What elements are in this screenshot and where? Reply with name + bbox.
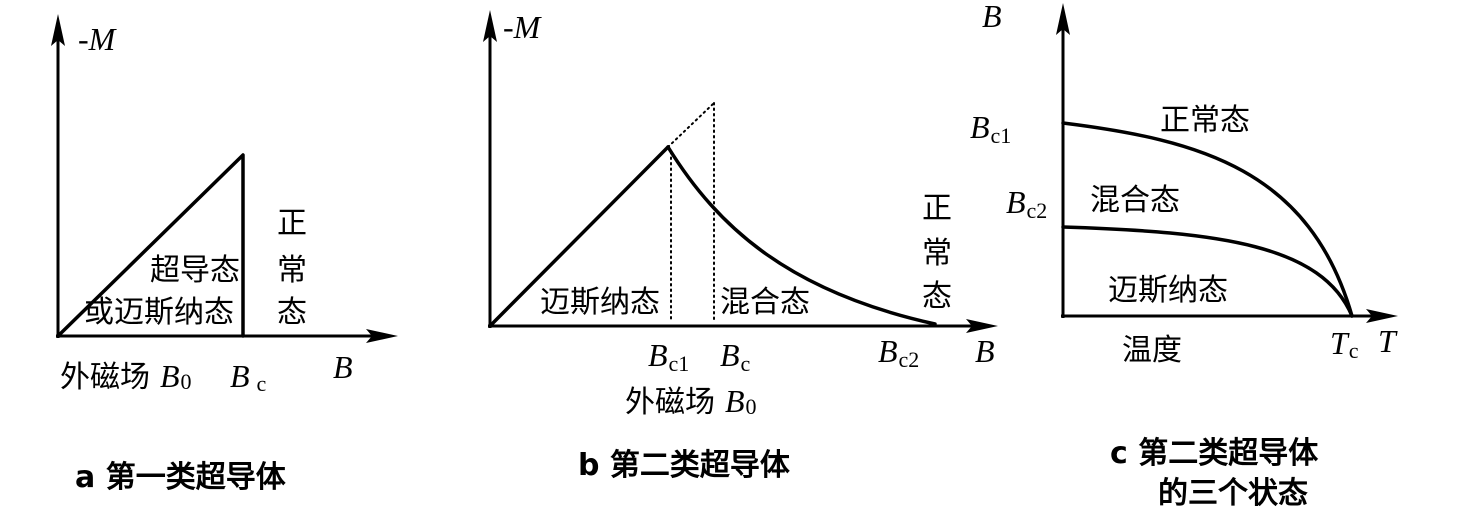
panel-b-bc-label: Bc bbox=[720, 337, 751, 376]
panel-a-magnetization-curve bbox=[56, 153, 245, 338]
panel-b-applied-field-prefix: 外磁场 bbox=[625, 385, 715, 420]
panel-a-normal-label-char2: 常 bbox=[277, 253, 307, 288]
panel-b-bc2-subscript: c2 bbox=[899, 347, 920, 372]
panel-b-bc-subscript: c bbox=[741, 351, 751, 376]
panel-b-meissner-label: 迈斯纳态 bbox=[540, 285, 660, 320]
panel-c-tc-symbol: T bbox=[1330, 325, 1350, 361]
panel-a-normal-label-char1: 正 bbox=[277, 206, 307, 241]
panel-c-mixed-label: 混合态 bbox=[1090, 183, 1180, 218]
panel-a-caption: a 第一类超导体 bbox=[75, 460, 287, 495]
panel-a-applied-field-subscript: 0 bbox=[181, 369, 192, 394]
panel-c-x-axis-label: T bbox=[1378, 323, 1398, 359]
panel-b-bc-symbol: B bbox=[720, 337, 740, 373]
panel-c-normal-label: 正常态 bbox=[1160, 103, 1250, 138]
panel-c-bc2-symbol: B bbox=[1006, 184, 1026, 220]
panel-c-temperature-label: 温度 bbox=[1122, 333, 1182, 368]
panel-c-y-axis-arrowhead bbox=[1056, 3, 1070, 35]
panel-c-x-axis-arrowhead bbox=[1366, 309, 1398, 323]
panel-b-y-axis-arrowhead bbox=[483, 10, 497, 42]
panel-c-bc2-label: Bc2 bbox=[1006, 184, 1047, 223]
panel-c-caption-line1: c 第二类超导体 bbox=[1110, 436, 1319, 471]
panel-b-normal-label-char3: 态 bbox=[922, 279, 952, 314]
panel-c-y-axis-label: B bbox=[982, 0, 1002, 34]
panel-b-bc1-subscript: c1 bbox=[669, 351, 690, 376]
panel-c-bc1-label: Bc1 bbox=[970, 109, 1011, 148]
panel-b-mixed-label: 混合态 bbox=[720, 285, 810, 320]
panel-a-critical-field-symbol: B bbox=[230, 358, 250, 394]
panel-b-applied-field-label: 外磁场 B0 bbox=[625, 383, 757, 420]
panel-a-superconducting-label-line2: 或迈斯纳态 bbox=[84, 295, 234, 330]
panel-a-x-axis-arrowhead bbox=[366, 329, 398, 343]
panel-b-bc1-symbol: B bbox=[648, 337, 668, 373]
panel-c-tc-subscript: c bbox=[1349, 338, 1359, 363]
panel-a-x-axis-label: B bbox=[333, 349, 353, 385]
panel-a-normal-label-char3: 态 bbox=[277, 295, 307, 330]
panel-b-bc1-label: Bc1 bbox=[648, 337, 689, 376]
panel-b-normal-label-char1: 正 bbox=[922, 191, 952, 226]
panel-a-applied-field-prefix: 外磁场 bbox=[60, 360, 150, 395]
panel-c-critical-temperature-label: Tc bbox=[1330, 325, 1359, 363]
panel-b-applied-field-subscript: 0 bbox=[746, 394, 757, 419]
panel-b-caption: b 第二类超导体 bbox=[578, 448, 791, 483]
panel-c-bc1-subscript: c1 bbox=[991, 123, 1012, 148]
panel-c-mixed-meissner-boundary bbox=[1061, 225, 1354, 318]
panel-b-meissner-slope bbox=[488, 145, 670, 328]
panel-a-applied-field-label: 外磁场 B0 bbox=[60, 358, 192, 395]
panel-a-y-axis-arrowhead bbox=[51, 14, 65, 46]
panel-c-normal-mixed-boundary bbox=[1061, 121, 1354, 318]
panel-a-applied-field-symbol: B bbox=[160, 358, 180, 394]
panel-b-y-axis-label: -M bbox=[503, 9, 543, 45]
panel-b-applied-field-symbol: B bbox=[725, 383, 745, 419]
panel-a-y-axis-label: -M bbox=[78, 21, 118, 57]
panel-b-normal-label-char2: 常 bbox=[922, 236, 952, 271]
panel-a-critical-field-subscript: c bbox=[257, 371, 267, 396]
panel-c-bc1-symbol: B bbox=[970, 109, 990, 145]
panel-a-superconducting-label-line1: 超导态 bbox=[150, 253, 240, 288]
panel-b-bc2-symbol: B bbox=[878, 333, 898, 369]
panel-b: -M B 迈斯纳态 混合态 正 常 态 Bc1 Bc Bc2 外磁场 B0 b 第… bbox=[483, 9, 998, 483]
panel-c-bc2-subscript: c2 bbox=[1027, 198, 1048, 223]
panel-b-x-axis-label: B bbox=[975, 333, 995, 369]
panel-b-mixed-state-curve bbox=[666, 145, 937, 326]
panel-c: B T Bc1 Bc2 正常态 混合态 迈斯纳态 温度 Tc c 第二类超导体 … bbox=[970, 0, 1398, 511]
panel-b-bc2-label: Bc2 bbox=[878, 333, 919, 372]
panel-b-slope-extrapolation bbox=[667, 102, 715, 148]
panel-c-caption-line2: 的三个状态 bbox=[1158, 476, 1308, 511]
panel-b-x-axis-arrowhead bbox=[966, 319, 998, 333]
panel-c-meissner-label: 迈斯纳态 bbox=[1108, 273, 1228, 308]
